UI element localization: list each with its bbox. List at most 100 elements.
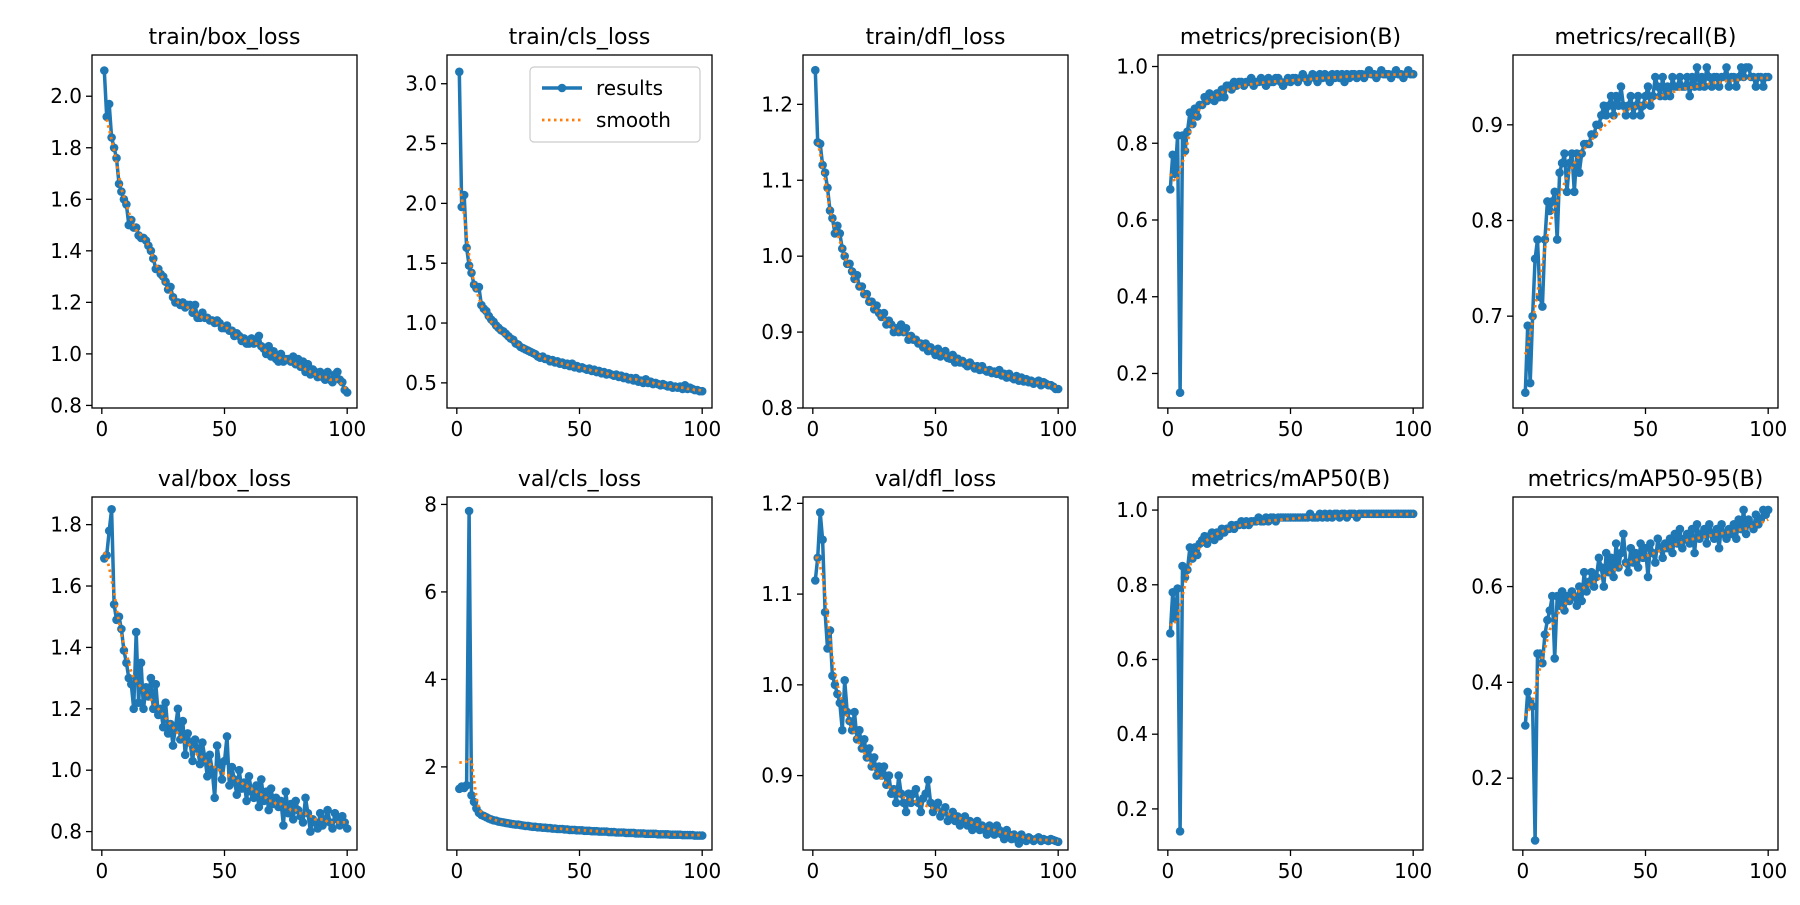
x-tick-label: 50: [923, 859, 948, 883]
x-tick-label: 0: [1161, 859, 1174, 883]
x-tick-label: 50: [567, 859, 592, 883]
smooth-line: [459, 755, 703, 837]
results-point: [1732, 534, 1741, 543]
subplot-title: train/dfl_loss: [866, 25, 1006, 50]
smooth-line: [457, 187, 703, 393]
results-point: [815, 508, 825, 517]
results-point: [860, 735, 869, 744]
y-tick-label: 1.8: [50, 513, 82, 537]
results-point: [1535, 649, 1545, 658]
results-point: [107, 505, 116, 514]
results-point: [1530, 254, 1540, 264]
results-point: [815, 139, 825, 149]
x-tick-label: 0: [450, 417, 463, 441]
results-point: [1606, 553, 1616, 563]
results-point: [1680, 82, 1690, 91]
results-point: [1633, 91, 1643, 101]
plot-frame: [91, 54, 358, 409]
results-point: [1690, 548, 1699, 558]
results-point: [1550, 654, 1559, 663]
results-point: [1687, 72, 1697, 82]
results-point: [459, 190, 469, 200]
smooth-line: [1169, 512, 1414, 627]
y-tick-label: 1.0: [761, 673, 793, 697]
results-point: [1202, 539, 1212, 548]
y-tick-label: 0.5: [405, 371, 437, 395]
results-point: [1619, 529, 1628, 539]
results-point: [1651, 558, 1660, 567]
results-point: [1601, 111, 1611, 120]
y-tick-label: 0.7: [1471, 304, 1503, 328]
results-point: [852, 270, 862, 280]
y-tick-label: 0.9: [761, 764, 793, 788]
y-tick-label: 1.0: [1116, 55, 1148, 79]
smooth-line: [815, 556, 1059, 843]
plot-frame: [802, 54, 1069, 409]
results-point: [146, 673, 156, 683]
smooth-line: [105, 119, 349, 391]
results-point: [1741, 529, 1751, 539]
results-line: [458, 509, 703, 838]
results-point: [933, 798, 943, 808]
results-point: [921, 789, 930, 798]
results-point: [1523, 687, 1532, 697]
smooth-line: [1523, 76, 1769, 355]
results-point: [1751, 82, 1761, 91]
subplot-title: val/cls_loss: [518, 467, 641, 492]
y-tick-label: 0.2: [1116, 797, 1148, 821]
subplot-10: metrics/mAP50-95(B) 0 50 100 0.2 0.4 0.6: [1471, 467, 1787, 883]
results-point: [269, 347, 278, 356]
results-point: [1692, 520, 1702, 529]
x-tick-label: 100: [683, 859, 721, 883]
results-point: [838, 725, 847, 735]
results-point: [1560, 149, 1569, 158]
results-point: [249, 793, 259, 803]
results-point: [1646, 101, 1655, 110]
results-point: [1714, 543, 1724, 553]
x-tick-label: 50: [1278, 859, 1303, 883]
results-point: [264, 805, 274, 815]
x-tick-label: 50: [1278, 417, 1303, 441]
results-point: [1166, 629, 1175, 638]
results-point: [254, 331, 264, 341]
x-tick-label: 0: [1516, 859, 1529, 883]
x-tick-label: 0: [95, 859, 108, 883]
subplot-8: val/dfl_loss 0 50 100 0.9 1.0 1.1 1.2: [761, 467, 1077, 883]
subplot-title: metrics/mAP50-95(B): [1528, 467, 1764, 492]
x-tick-label: 100: [1394, 417, 1432, 441]
results-point: [1545, 206, 1555, 216]
results-point: [1763, 505, 1773, 515]
results-point: [298, 818, 308, 827]
results-point: [1175, 827, 1185, 836]
y-tick-label: 0.4: [1116, 285, 1148, 309]
plot-area: [455, 67, 707, 396]
results-point: [193, 744, 202, 753]
results-point: [896, 789, 906, 798]
results-point: [1692, 63, 1702, 72]
results-point: [1744, 63, 1753, 72]
results-point: [281, 787, 291, 796]
results-point: [1582, 587, 1591, 596]
results-point: [1719, 72, 1729, 82]
y-tick-label: 1.1: [761, 168, 793, 192]
results-point: [1621, 111, 1631, 120]
plot-frame: [91, 496, 358, 851]
results-point: [1548, 197, 1557, 206]
results-point: [1631, 548, 1640, 558]
results-point: [205, 750, 215, 760]
results-point: [855, 725, 864, 735]
results-point: [869, 753, 879, 762]
results-point: [850, 707, 859, 717]
results-point: [1611, 91, 1621, 101]
results-point: [109, 600, 119, 609]
results-point: [178, 716, 188, 726]
results-point: [1220, 92, 1229, 102]
x-tick-label: 0: [806, 417, 819, 441]
results-line: [1523, 65, 1769, 393]
results-point: [1570, 187, 1579, 197]
plot-area: [100, 66, 352, 397]
results-point: [315, 808, 325, 818]
results-point: [1175, 388, 1185, 398]
x-tick-label: 50: [1633, 417, 1658, 441]
results-point: [1530, 836, 1540, 845]
